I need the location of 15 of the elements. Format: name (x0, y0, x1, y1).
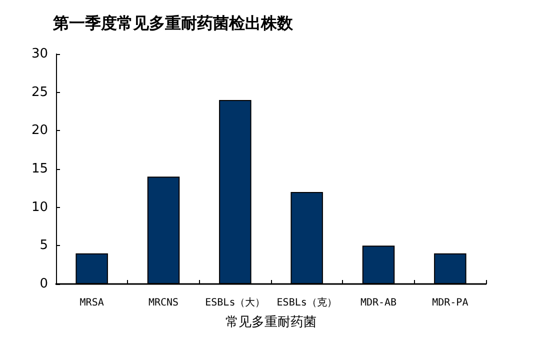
x-tick-label: MRCNS (148, 298, 179, 308)
chart-title: 第一季度常见多重耐药菌检出株数 (52, 14, 294, 32)
x-tick-label: MDR-AB (360, 298, 397, 308)
y-tick-label: 30 (31, 46, 48, 62)
y-tick-label: 0 (40, 276, 48, 292)
y-tick-label: 5 (40, 238, 48, 254)
x-axis-title: 常见多重耐药菌 (226, 315, 316, 330)
y-tick-label: 20 (31, 123, 48, 138)
x-tick-label: ESBLs（大） (205, 296, 266, 308)
x-tick-label: ESBLs（克） (276, 296, 337, 308)
y-tick-label: 15 (31, 162, 48, 176)
y-tick-label: 25 (31, 84, 48, 100)
y-tick-label: 10 (31, 200, 48, 215)
x-tick-label: MDR-PA (432, 298, 468, 308)
x-tick-label: MRSA (80, 298, 104, 308)
